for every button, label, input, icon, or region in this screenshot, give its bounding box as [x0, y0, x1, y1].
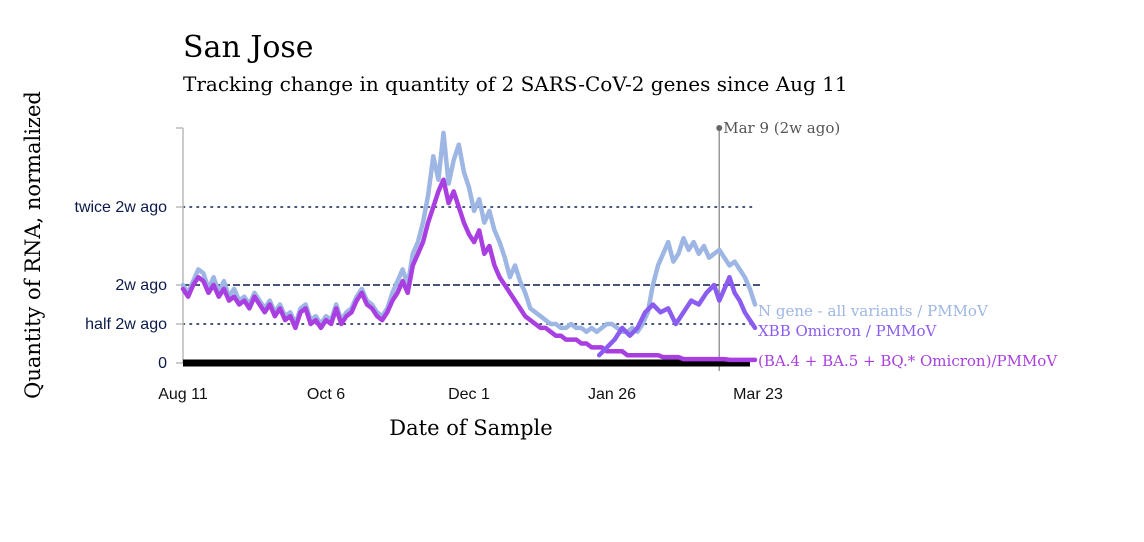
series-label-n_gene: N gene - all variants / PMMoV	[758, 302, 989, 320]
grid-lines	[182, 125, 760, 371]
series-label-ba: (BA.4 + BA.5 + BQ.* Omicron)/PMMoV	[758, 352, 1058, 370]
annotation-label: Mar 9 (2w ago)	[723, 119, 840, 137]
x-tick-label-1: Oct 6	[307, 386, 345, 403]
x-tick-label-2: Dec 1	[448, 386, 490, 403]
series-label-xbb: XBB Omicron / PMMoV	[758, 322, 938, 340]
x-tick-label-4: Mar 23	[733, 386, 783, 403]
labels: Mar 9 (2w ago) N gene - all variants / PM…	[21, 91, 1058, 440]
series-lines	[180, 130, 758, 363]
y-axis-title: Quantity of RNA, normalized	[21, 91, 45, 399]
axes: 0 half 2w ago 2w ago twice 2w ago Aug 11 Oct …	[75, 127, 783, 403]
annotation-dot	[716, 125, 723, 131]
x-tick-label-0: Aug 11	[158, 386, 208, 403]
series-line-ba	[180, 177, 758, 363]
x-axis-title: Date of Sample	[389, 416, 552, 440]
series-line-xbb	[596, 274, 758, 358]
y-tick-label-3: twice 2w ago	[75, 199, 168, 216]
x-tick-label-3: Jan 26	[588, 386, 636, 403]
y-tick-label-2: 2w ago	[115, 277, 167, 294]
chart-title: San Jose	[183, 30, 314, 65]
chart-subtitle: Tracking change in quantity of 2 SARS-Co…	[183, 72, 848, 96]
y-tick-label-0: 0	[158, 355, 167, 372]
y-tick-label-1: half 2w ago	[85, 316, 167, 333]
